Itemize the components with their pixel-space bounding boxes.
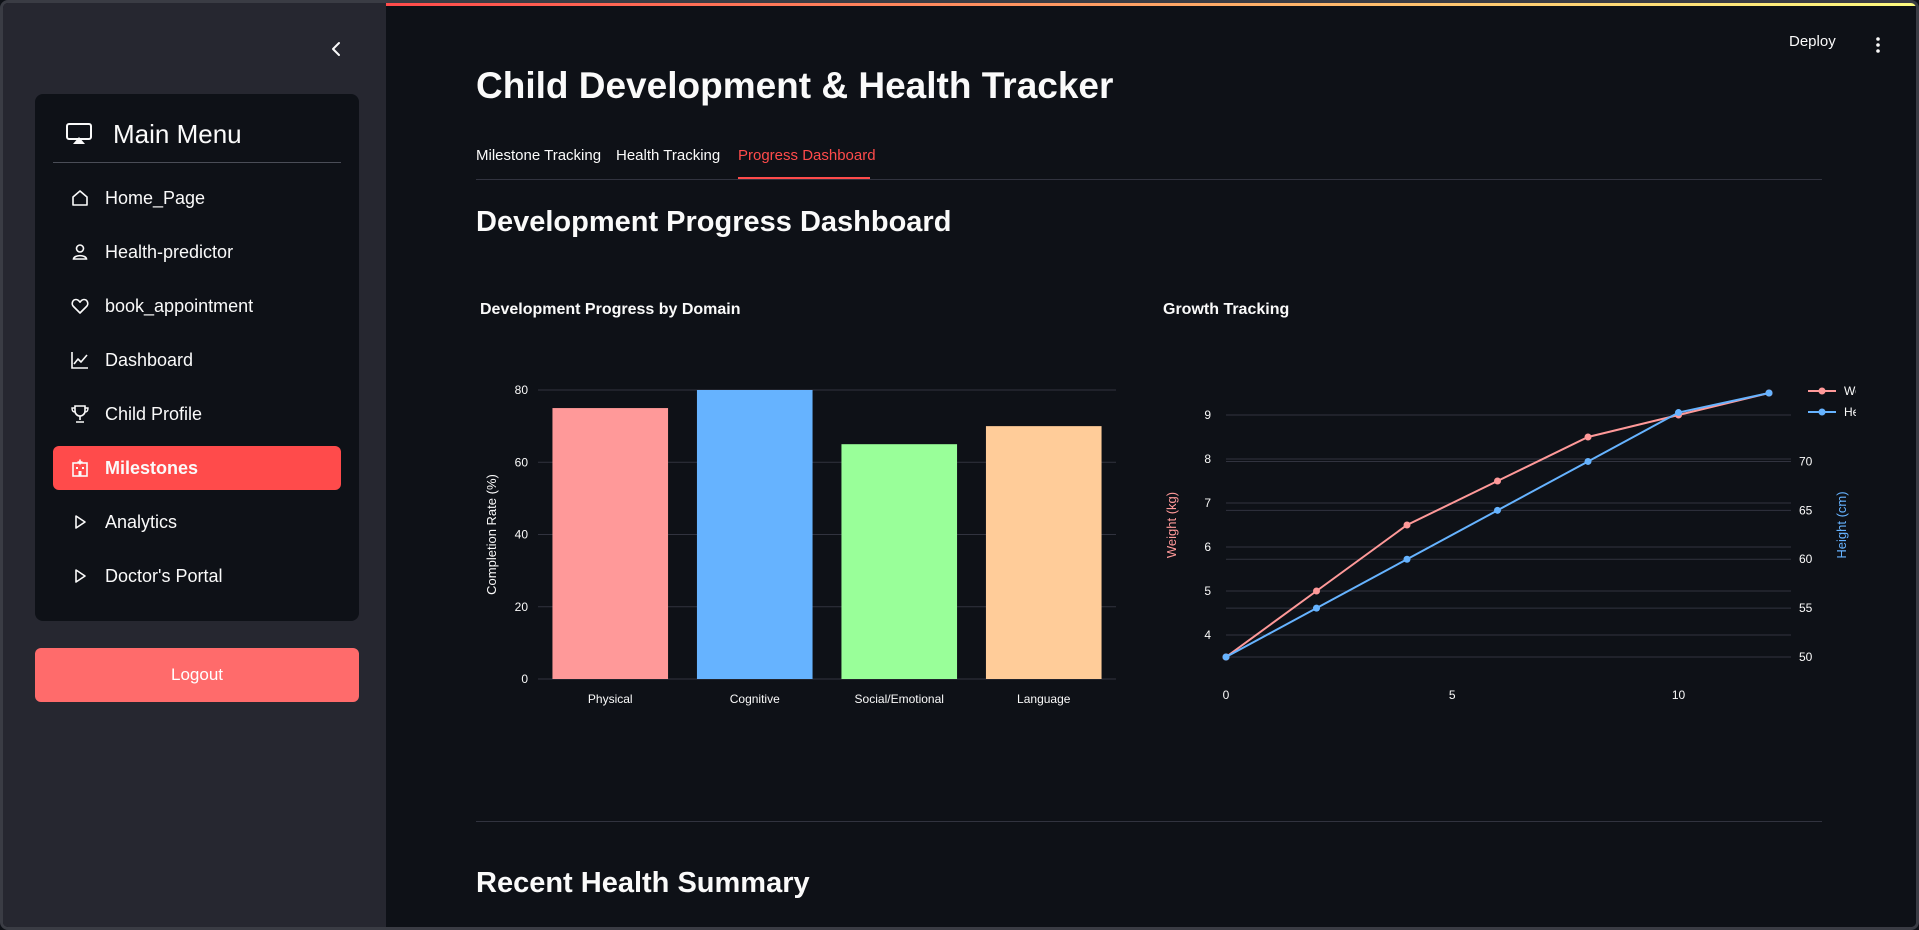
kebab-menu-icon — [1876, 37, 1880, 53]
play-icon — [69, 511, 91, 533]
sidebar-item-dashboard[interactable]: Dashboard — [53, 338, 341, 382]
bar-chart-title: Development Progress by Domain — [480, 301, 741, 318]
sidebar-item-doctors-portal[interactable]: Doctor's Portal — [53, 554, 341, 598]
x-tick-label: Social/Emotional — [855, 692, 944, 706]
sidebar-item-label: Doctor's Portal — [105, 565, 223, 586]
sidebar-item-label: Health-predictor — [105, 241, 234, 262]
data-point — [1584, 433, 1592, 441]
x-tick-label: 5 — [1449, 688, 1456, 702]
chevron-left-icon — [332, 42, 340, 56]
collapse-sidebar-button[interactable] — [325, 37, 349, 61]
y-left-tick-label: 6 — [1204, 540, 1211, 554]
menu-title: Main Menu — [113, 118, 242, 149]
sidebar-item-health-predictor[interactable]: Health-predictor — [53, 230, 341, 274]
active-tab-indicator — [738, 177, 870, 179]
recent-health-summary-title: Recent Health Summary — [476, 867, 810, 899]
data-point — [1765, 389, 1773, 397]
x-tick-label: Physical — [588, 692, 633, 706]
tab-bar: Milestone Tracking Health Tracking Progr… — [476, 143, 1822, 180]
graph-up-icon — [69, 349, 91, 371]
y-tick-label: 0 — [521, 672, 528, 686]
growth-tracking-line-chart: 4 5 6 7 8 9 50 55 60 65 70 0 5 10 Weight (kg) Height (c… — [1164, 384, 1856, 702]
sidebar-item-label: Dashboard — [105, 349, 194, 370]
hospital-icon — [69, 457, 91, 479]
top-decoration — [386, 3, 1916, 6]
deploy-button[interactable]: Deploy — [1789, 33, 1836, 50]
menu-header: Main Menu — [65, 114, 242, 154]
section-title: Development Progress Dashboard — [476, 206, 952, 238]
person-icon — [69, 241, 91, 263]
legend-marker — [1818, 387, 1826, 395]
y-tick-label: 20 — [515, 600, 529, 614]
y-axis-label: Completion Rate (%) — [484, 474, 499, 595]
play-icon — [69, 565, 91, 587]
legend-marker — [1818, 408, 1826, 416]
house-icon — [69, 187, 91, 209]
y-left-tick-label: 8 — [1204, 452, 1211, 466]
sidebar-item-book-appointment[interactable]: book_appointment — [53, 284, 341, 328]
data-point — [1494, 477, 1501, 485]
section-divider — [476, 821, 1822, 822]
main-content: Deploy Child Development & Health Tracke… — [386, 3, 1916, 927]
y-right-tick-label: 55 — [1799, 601, 1813, 615]
main-menu-button[interactable] — [1870, 35, 1886, 55]
bar — [841, 444, 958, 679]
legend-label: Weight (kg) — [1844, 384, 1856, 398]
sidebar: Main Menu Home_Page Health-predictor — [3, 3, 386, 927]
page-title: Child Development & Health Tracker — [476, 65, 1114, 106]
y-right-tick-label: 60 — [1799, 552, 1813, 566]
heart-icon — [69, 295, 91, 317]
x-tick-label: 0 — [1223, 688, 1230, 702]
tab-progress-dashboard[interactable]: Progress Dashboard — [738, 147, 876, 164]
y-tick-label: 80 — [515, 383, 529, 397]
y-right-axis-label: Height (cm) — [1834, 491, 1849, 558]
tab-milestone-tracking[interactable]: Milestone Tracking — [476, 147, 602, 164]
development-progress-bar-chart: 0 20 40 60 80 Physical Cognitive Social/Emotion… — [484, 383, 1116, 706]
y-tick-label: 40 — [515, 528, 529, 542]
x-tick-label: 10 — [1672, 688, 1686, 702]
sidebar-item-home-page[interactable]: Home_Page — [53, 176, 341, 220]
legend-label: Height (cm) — [1844, 405, 1856, 419]
data-point — [1584, 457, 1592, 465]
menu-divider — [53, 162, 341, 163]
logout-button[interactable]: Logout — [35, 648, 359, 702]
sidebar-item-label: Home_Page — [105, 187, 206, 208]
y-left-tick-label: 9 — [1204, 408, 1211, 422]
data-point — [1222, 653, 1230, 661]
sidebar-item-analytics[interactable]: Analytics — [53, 500, 341, 544]
x-tick-label: Cognitive — [730, 692, 780, 706]
data-point — [1313, 604, 1320, 612]
sidebar-item-label: book_appointment — [105, 295, 254, 316]
data-point — [1403, 555, 1411, 563]
y-left-tick-label: 7 — [1204, 496, 1211, 510]
y-left-tick-label: 5 — [1204, 584, 1211, 598]
tab-health-tracking[interactable]: Health Tracking — [616, 147, 721, 164]
bar — [985, 426, 1102, 679]
y-right-tick-label: 65 — [1799, 503, 1813, 517]
y-left-axis-label: Weight (kg) — [1164, 492, 1179, 558]
data-point — [1313, 587, 1320, 595]
sidebar-item-child-profile[interactable]: Child Profile — [53, 392, 341, 436]
y-right-tick-label: 50 — [1799, 650, 1813, 664]
y-left-tick-label: 4 — [1204, 628, 1211, 642]
sidebar-item-label: Milestones — [105, 457, 199, 478]
y-right-tick-label: 70 — [1799, 454, 1813, 468]
series-line — [1225, 392, 1770, 658]
sidebar-item-milestones[interactable]: Milestones — [53, 446, 341, 490]
bar — [696, 390, 813, 679]
bar — [552, 408, 669, 679]
y-tick-label: 60 — [515, 455, 529, 469]
trophy-icon — [69, 403, 91, 425]
data-point — [1494, 506, 1501, 514]
x-tick-label: Language — [1017, 692, 1071, 706]
airplay-icon — [66, 123, 92, 144]
sidebar-item-label: Analytics — [105, 511, 178, 532]
main-menu-card: Main Menu Home_Page Health-predictor — [35, 94, 359, 621]
series-line — [1225, 392, 1770, 658]
data-point — [1403, 521, 1411, 529]
line-chart-title: Growth Tracking — [1163, 301, 1290, 318]
data-point — [1675, 409, 1682, 417]
sidebar-item-label: Child Profile — [105, 403, 203, 424]
